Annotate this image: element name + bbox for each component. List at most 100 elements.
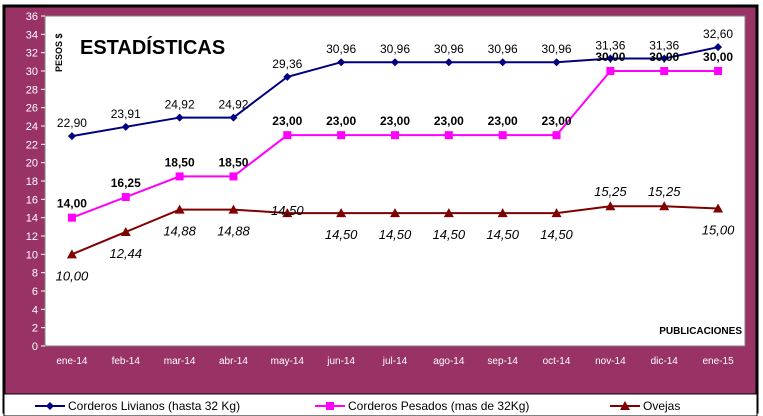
data-point [326, 402, 334, 410]
data-label: 23,91 [111, 107, 141, 121]
y-tick-label: 36 [26, 11, 38, 23]
x-tick-label: jun-14 [326, 356, 355, 367]
x-tick-label: ene-15 [703, 356, 735, 367]
y-tick-label: 2 [32, 323, 38, 335]
data-point [443, 208, 454, 218]
data-label: 23,00 [326, 114, 356, 128]
data-point [552, 58, 561, 67]
data-label: 18,50 [218, 155, 248, 169]
data-point [713, 203, 724, 213]
legend-label: Corderos Livianos (hasta 32 Kg) [68, 399, 240, 413]
data-label: 14,50 [325, 227, 358, 242]
data-point [606, 54, 615, 63]
data-label: 24,92 [165, 98, 195, 112]
data-point [498, 58, 507, 67]
legend-entries: Corderos Livianos (hasta 32 Kg) Corderos … [35, 399, 680, 413]
x-tick-label: jul-14 [382, 356, 408, 367]
data-label: 14,50 [486, 227, 519, 242]
data-point [391, 131, 399, 140]
legend [3, 393, 758, 416]
data-label: 10,00 [56, 268, 89, 283]
y-tick-label: 20 [26, 158, 38, 170]
data-point [175, 113, 184, 122]
x-tick-label: abr-14 [219, 356, 248, 367]
x-tick-label: dic-14 [651, 356, 679, 367]
data-point [283, 131, 292, 140]
data-label-layer: 22,90 23,91 24,92 24,92 29,36 30,96 30,96 30,96… [56, 27, 735, 283]
data-label: 14,50 [540, 227, 573, 242]
data-point [606, 67, 615, 75]
data-label: 14,50 [433, 227, 466, 242]
legend-label: Ovejas [643, 399, 680, 413]
y-tick-label: 0 [32, 341, 38, 353]
data-point [498, 131, 507, 140]
data-label: 30,00 [703, 50, 733, 64]
data-point [282, 208, 293, 218]
x-tick-label: may-14 [271, 356, 305, 367]
data-label: 14,50 [271, 203, 304, 218]
data-point [659, 201, 670, 211]
data-point [229, 172, 238, 181]
data-point [121, 122, 130, 131]
data-label: 24,92 [218, 98, 248, 112]
data-label: 31,36 [649, 39, 679, 53]
data-point [66, 249, 77, 259]
y-tick-label: 26 [26, 103, 38, 115]
data-label: 15,25 [648, 184, 681, 199]
data-label: 30,00 [649, 50, 679, 64]
data-point [551, 208, 562, 218]
y-tick-label: 24 [26, 121, 38, 133]
x-tick-label: nov-14 [595, 356, 626, 367]
y-tick-label: 10 [26, 249, 38, 261]
data-label: 30,00 [595, 50, 625, 64]
data-point [552, 131, 561, 140]
data-label: 30,96 [488, 42, 518, 56]
x-tick-label: feb-14 [112, 356, 141, 367]
data-label: 30,96 [434, 42, 464, 56]
data-point [714, 67, 723, 75]
data-label: 15,00 [702, 223, 735, 238]
y-tick-label: 32 [26, 48, 38, 60]
data-label: 15,25 [594, 184, 627, 199]
data-label: 16,25 [111, 176, 141, 190]
data-point [121, 193, 130, 202]
legend-label: Corderos Pesados (mas de 32Kg) [348, 399, 529, 413]
data-label: 30,96 [326, 42, 356, 56]
data-label: 30,96 [380, 42, 410, 56]
data-point [336, 208, 347, 218]
data-point [67, 132, 76, 141]
data-point [174, 204, 185, 214]
y-tick-label: 22 [26, 139, 38, 151]
y-tick-label: 4 [32, 304, 38, 316]
data-label: 23,00 [272, 114, 302, 128]
y-tick-label: 18 [26, 176, 38, 188]
data-point [444, 58, 453, 67]
data-point [660, 67, 669, 75]
data-point [620, 401, 630, 410]
y-tick-label: 8 [32, 268, 38, 280]
data-label: 31,36 [595, 39, 625, 53]
data-point [391, 58, 399, 67]
data-label: 23,00 [488, 114, 518, 128]
data-point [605, 201, 616, 211]
series-layer [66, 43, 724, 259]
x-axis: ene-14 feb-14 mar-14 abr-14 may-14 jun-14 jul-… [56, 356, 734, 367]
data-point [46, 402, 54, 410]
data-point [444, 131, 453, 140]
x-tick-label: ene-14 [56, 356, 88, 367]
data-point [229, 113, 238, 122]
y-tick-label: 12 [26, 231, 38, 243]
x-tick-label: oct-14 [543, 356, 571, 367]
data-label: 23,00 [434, 114, 464, 128]
data-point [337, 58, 346, 67]
data-label: 22,90 [57, 116, 87, 130]
data-label: 14,00 [57, 197, 87, 211]
chart-title: ESTADÍSTICAS [80, 36, 225, 59]
data-label: 18,50 [165, 155, 195, 169]
data-label: 30,96 [542, 42, 572, 56]
y-tick-label: 30 [26, 66, 38, 78]
data-point [120, 226, 131, 236]
data-label: 23,00 [542, 114, 572, 128]
